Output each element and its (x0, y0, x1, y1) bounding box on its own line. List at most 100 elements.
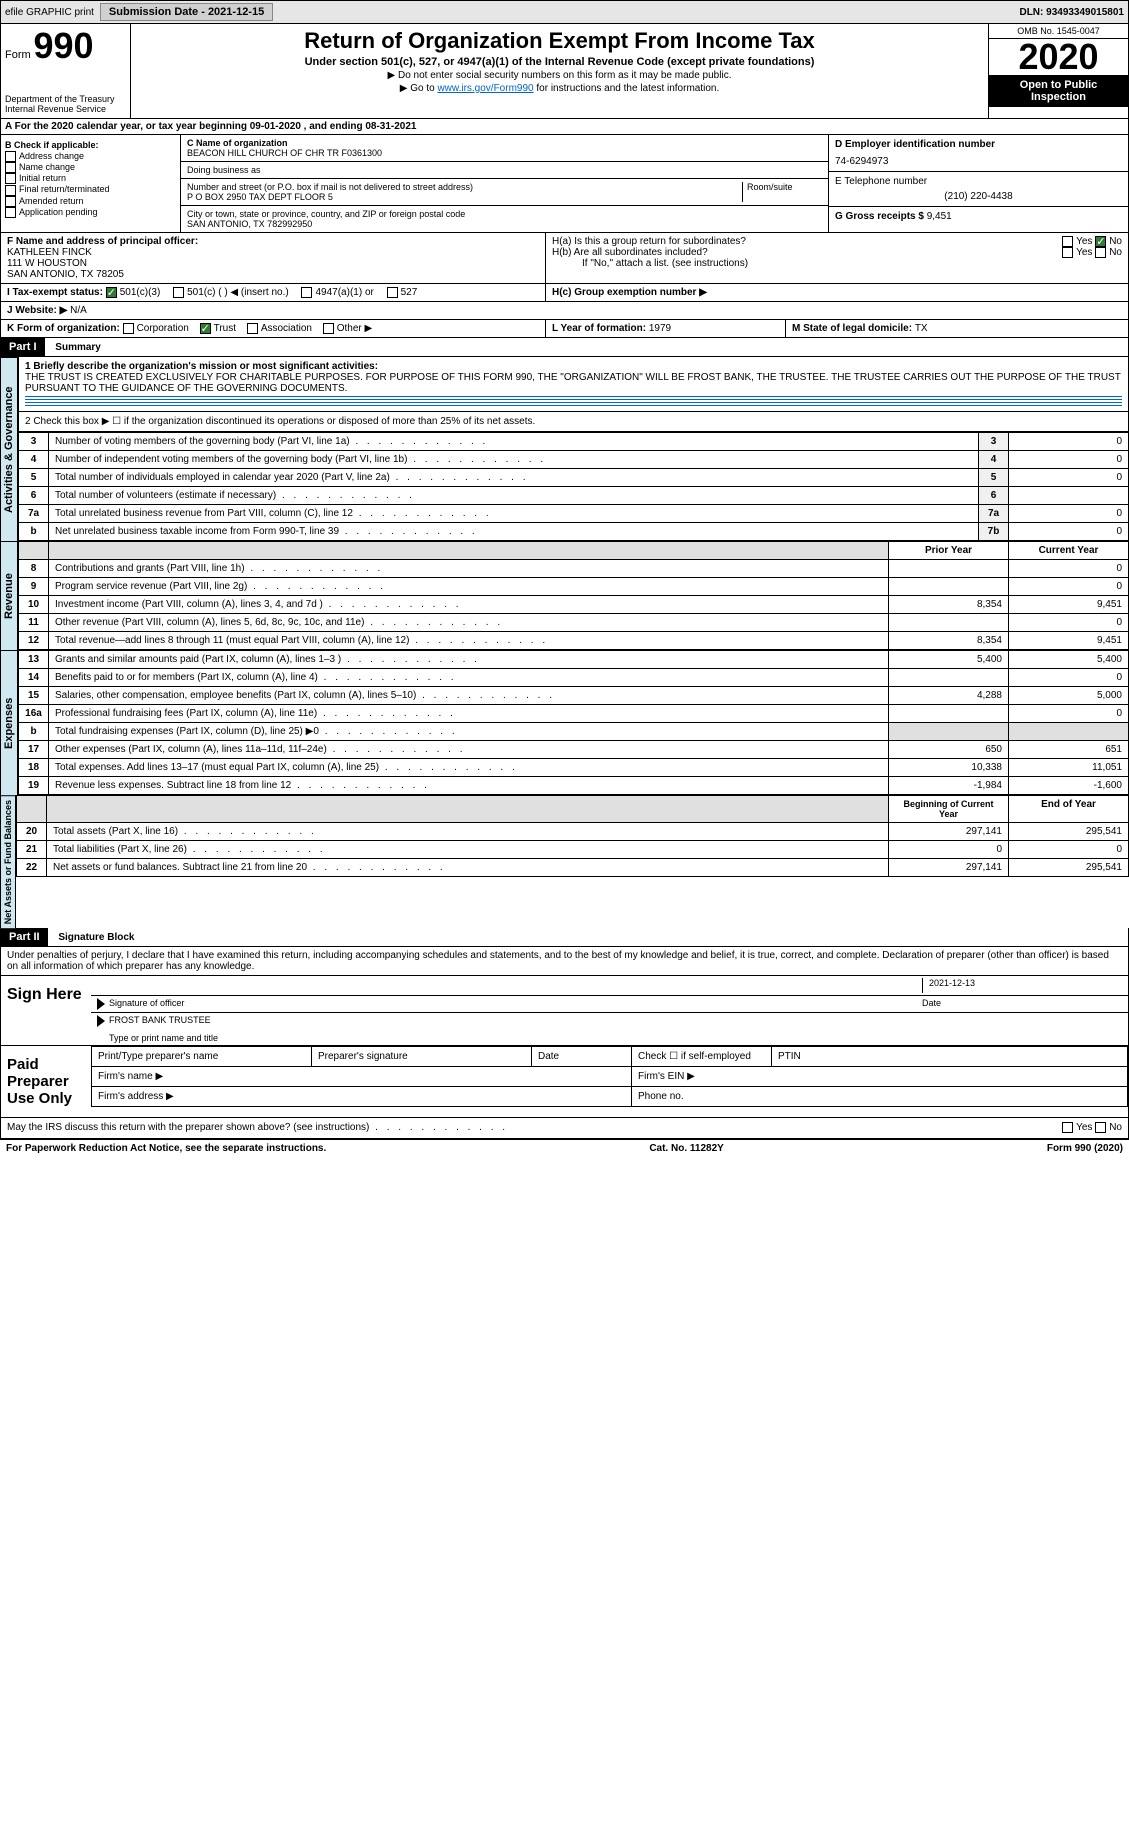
net-table: Beginning of Current Year End of Year 20… (16, 795, 1129, 877)
date-label: Date (922, 998, 1122, 1010)
chk-address-change[interactable]: Address change (5, 151, 176, 162)
chk-final-return[interactable]: Final return/terminated (5, 184, 176, 195)
chk-initial-return[interactable]: Initial return (5, 173, 176, 184)
submission-date-button[interactable]: Submission Date - 2021-12-15 (100, 3, 273, 21)
hb-note: If "No," attach a list. (see instruction… (552, 258, 1122, 269)
sidebar-net-assets: Net Assets or Fund Balances (0, 795, 16, 928)
hb-yes[interactable]: Yes (1076, 247, 1092, 258)
row-text: Other expenses (Part IX, column (A), lin… (49, 741, 889, 759)
row-ref: 4 (979, 451, 1009, 469)
efile-label: efile GRAPHIC print (5, 7, 94, 18)
chk-corp[interactable] (123, 323, 134, 334)
triangle-icon (97, 998, 105, 1010)
chk-527[interactable] (387, 287, 398, 298)
officer-label: F Name and address of principal officer: (7, 236, 539, 247)
begin-year-header: Beginning of Current Year (889, 796, 1009, 823)
officer-name: KATHLEEN FINCK (7, 247, 539, 258)
chk-assoc[interactable] (247, 323, 258, 334)
current-val: 11,051 (1009, 759, 1129, 777)
org-name-label: C Name of organization (187, 138, 822, 148)
subtitle-2a: ▶ Do not enter social security numbers o… (135, 70, 984, 81)
current-val (1009, 723, 1129, 741)
prior-val (889, 614, 1009, 632)
prep-sig-label: Preparer's signature (312, 1047, 532, 1067)
exp-table: 13 Grants and similar amounts paid (Part… (18, 650, 1129, 795)
prior-val: 4,288 (889, 687, 1009, 705)
irs-link[interactable]: www.irs.gov/Form990 (437, 83, 533, 94)
footer-mid: Cat. No. 11282Y (649, 1143, 723, 1154)
row-text: Total number of individuals employed in … (49, 469, 979, 487)
subtitle-2c: for instructions and the latest informat… (536, 83, 719, 94)
hb-no[interactable]: No (1109, 247, 1122, 258)
sidebar-revenue: Revenue (0, 541, 18, 650)
phone-no-label: Phone no. (632, 1087, 1128, 1107)
chk-name-change[interactable]: Name change (5, 162, 176, 173)
chk-amended-return[interactable]: Amended return (5, 196, 176, 207)
row-num: 16a (19, 705, 49, 723)
current-val: 9,451 (1009, 632, 1129, 650)
period-a: A For the 2020 calendar year, or tax yea… (5, 121, 250, 132)
period-begin: 09-01-2020 (250, 121, 301, 132)
prior-val: 297,141 (889, 859, 1009, 877)
city-label: City or town, state or province, country… (187, 209, 822, 219)
part1-header: Part I (1, 338, 45, 356)
row-num: 10 (19, 596, 49, 614)
row-ref: 5 (979, 469, 1009, 487)
row-text: Net assets or fund balances. Subtract li… (47, 859, 889, 877)
row-num: 3 (19, 433, 49, 451)
row-num: 5 (19, 469, 49, 487)
chk-501c3[interactable] (106, 287, 117, 298)
subtitle-2b: ▶ Go to (400, 83, 438, 94)
city-value: SAN ANTONIO, TX 782992950 (187, 219, 822, 229)
prior-val: 10,338 (889, 759, 1009, 777)
row-klm: K Form of organization: Corporation Trus… (0, 320, 1129, 338)
prep-name-label: Print/Type preparer's name (92, 1047, 312, 1067)
row-val: 0 (1009, 433, 1129, 451)
officer-addr2: SAN ANTONIO, TX 78205 (7, 269, 539, 280)
row-text: Revenue less expenses. Subtract line 18 … (49, 777, 889, 795)
row-val: 0 (1009, 451, 1129, 469)
gross-receipts-value: 9,451 (927, 211, 952, 222)
chk-application-pending[interactable]: Application pending (5, 207, 176, 218)
current-val: 0 (1009, 841, 1129, 859)
penalties-text: Under penalties of perjury, I declare th… (0, 947, 1129, 976)
ha-yes[interactable]: Yes (1076, 236, 1092, 247)
paid-preparer-section: Paid Preparer Use Only Print/Type prepar… (0, 1046, 1129, 1118)
chk-trust[interactable] (200, 323, 211, 334)
chk-irs-yes[interactable] (1062, 1122, 1073, 1133)
ha-no[interactable]: No (1109, 236, 1122, 247)
row-num: 8 (19, 560, 49, 578)
prior-val: 650 (889, 741, 1009, 759)
title-box: Return of Organization Exempt From Incom… (131, 24, 988, 118)
current-year-header: Current Year (1009, 542, 1129, 560)
current-val: 0 (1009, 669, 1129, 687)
officer-addr1: 111 W HOUSTON (7, 258, 539, 269)
row-val: 0 (1009, 505, 1129, 523)
addr-label: Number and street (or P.O. box if mail i… (187, 182, 742, 192)
chk-other[interactable] (323, 323, 334, 334)
firm-name-label: Firm's name ▶ (92, 1067, 632, 1087)
current-val: 295,541 (1009, 823, 1129, 841)
part2-title: Signature Block (50, 929, 142, 946)
row-num: 9 (19, 578, 49, 596)
phone-label: E Telephone number (835, 176, 1122, 187)
may-irs-label: May the IRS discuss this return with the… (7, 1122, 508, 1133)
prior-year-header: Prior Year (889, 542, 1009, 560)
chk-4947[interactable] (301, 287, 312, 298)
form-number: 990 (33, 25, 93, 66)
part1-bar: Part I Summary (0, 338, 1129, 357)
ein-value: 74-6294973 (835, 156, 1122, 167)
main-title: Return of Organization Exempt From Incom… (135, 28, 984, 54)
chk-501c[interactable] (173, 287, 184, 298)
row-text: Total fundraising expenses (Part IX, col… (49, 723, 889, 741)
name-title-value: FROST BANK TRUSTEE (109, 1015, 211, 1029)
line1-text: THE TRUST IS CREATED EXCLUSIVELY FOR CHA… (25, 372, 1122, 394)
row-val (1009, 487, 1129, 505)
line2: 2 Check this box ▶ ☐ if the organization… (18, 412, 1129, 432)
paid-preparer-label: Paid Preparer Use Only (1, 1046, 91, 1117)
row-num: 4 (19, 451, 49, 469)
chk-irs-no[interactable] (1095, 1122, 1106, 1133)
box-c: C Name of organization BEACON HILL CHURC… (181, 135, 828, 232)
prior-val: -1,984 (889, 777, 1009, 795)
period-b: , and ending (304, 121, 366, 132)
